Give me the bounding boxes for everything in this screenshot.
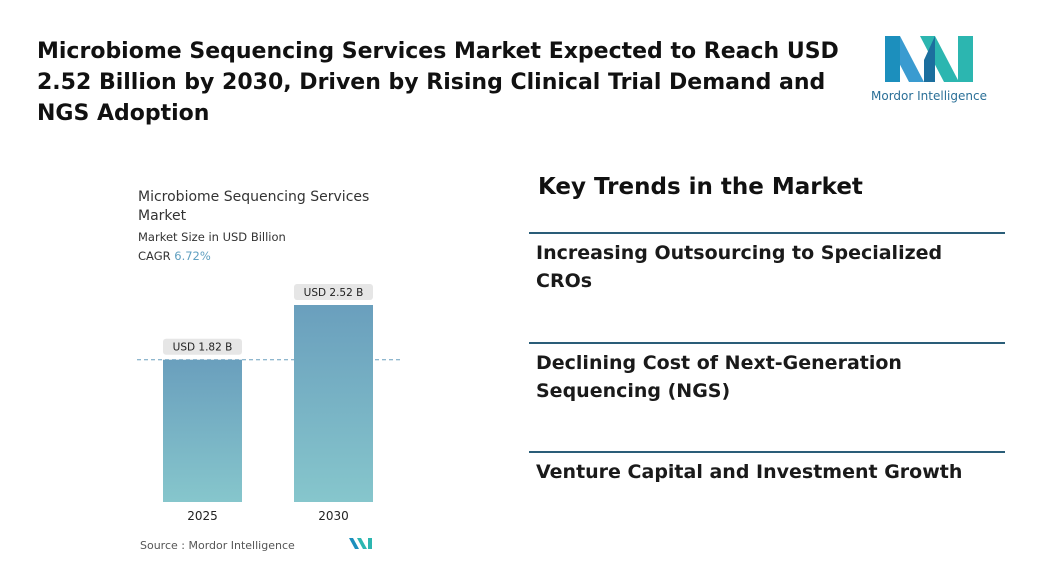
chart-subtitle: Market Size in USD Billion (138, 230, 286, 244)
cagr-value: 6.72% (174, 249, 211, 263)
x-tick-label: 2025 (187, 509, 218, 523)
plot: USD 1.82 B 2025 USD 2.52 B 2030 (137, 284, 401, 523)
x-tick-label: 2030 (318, 509, 349, 523)
logo (885, 36, 973, 82)
cagr: CAGR 6.72% (138, 249, 211, 263)
divider (529, 232, 1005, 234)
bar (294, 305, 373, 502)
source: Source : Mordor Intelligence (140, 539, 295, 552)
cagr-label: CAGR (138, 249, 171, 263)
chart-title: Microbiome Sequencing Services Market (138, 189, 369, 224)
chart-title-text: Microbiome Sequencing Services (138, 189, 369, 205)
value-label: USD 2.52 B (304, 287, 364, 299)
value-label-bg (294, 284, 373, 300)
trends-title: Key Trends in the Market (538, 174, 863, 200)
trend-item: Venture Capital and Investment Growth (536, 461, 963, 483)
value-label: USD 1.82 B (173, 342, 233, 354)
value-label-bg (163, 338, 242, 355)
divider (529, 342, 1005, 344)
trend-item: Increasing Outsourcing to Specialized CR… (536, 242, 943, 292)
divider (529, 451, 1005, 453)
source-logo (349, 538, 372, 549)
trend-item: Declining Cost of Next-Generation Sequen… (536, 352, 902, 402)
chart-title-text: Market (138, 208, 187, 224)
page-title: Microbiome Sequencing Services Market Ex… (37, 39, 839, 126)
bar (163, 359, 242, 502)
logo-text: Mordor Intelligence (871, 89, 987, 103)
